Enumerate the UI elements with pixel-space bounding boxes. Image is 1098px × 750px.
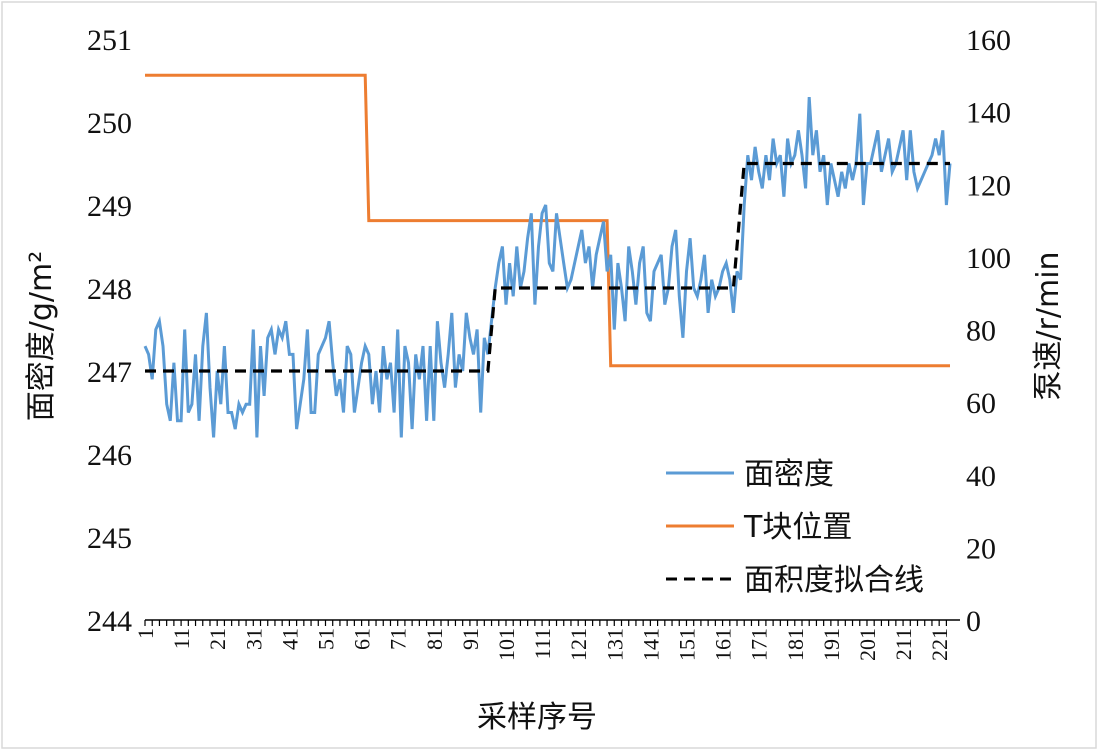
left-tick-label: 251 xyxy=(87,24,132,57)
right-tick-label: 80 xyxy=(966,315,996,348)
legend-label-density: 面密度 xyxy=(744,457,834,492)
left-tick-label: 248 xyxy=(87,273,132,306)
x-axis-title: 采样序号 xyxy=(477,700,597,735)
x-tick-label: 1 xyxy=(133,628,158,639)
x-tick-label: 211 xyxy=(891,628,916,660)
right-tick-label: 40 xyxy=(966,460,996,493)
right-tick-label: 0 xyxy=(966,605,981,638)
left-tick-label: 246 xyxy=(87,439,132,472)
right-tick-label: 160 xyxy=(966,24,1011,57)
left-tick-label: 245 xyxy=(87,522,132,555)
x-tick-label: 151 xyxy=(674,628,699,661)
left-axis-ticks: 244 245 246 247 248 249 250 251 xyxy=(87,24,132,638)
left-tick-label: 250 xyxy=(87,107,132,140)
left-tick-label: 247 xyxy=(87,356,132,389)
x-tick-label: 101 xyxy=(494,628,519,661)
x-tick-label: 121 xyxy=(566,628,591,661)
x-tick-label: 161 xyxy=(711,628,736,661)
x-tick-label: 91 xyxy=(458,628,483,650)
right-tick-label: 60 xyxy=(966,387,996,420)
left-axis-title: 面密度/g/m² xyxy=(24,251,59,422)
left-tick-label: 249 xyxy=(87,190,132,223)
legend-label-t-block: T块位置 xyxy=(743,510,852,545)
x-tick-label: 201 xyxy=(855,628,880,661)
x-tick-label: 41 xyxy=(277,628,302,650)
legend: 面密度 T块位置 面积度拟合线 xyxy=(666,457,924,598)
x-axis-ticks: 1 11 21 31 41 51 61 71 81 91 101 111 121 131 141 151 161… xyxy=(133,620,952,661)
legend-label-fit: 面积度拟合线 xyxy=(744,563,924,598)
x-tick-label: 111 xyxy=(530,628,555,659)
series-line-fit xyxy=(145,161,950,373)
left-tick-label: 244 xyxy=(87,605,132,638)
x-tick-label: 11 xyxy=(169,628,194,649)
right-tick-label: 100 xyxy=(966,242,1011,275)
x-tick-label: 191 xyxy=(819,628,844,661)
x-tick-label: 141 xyxy=(638,628,663,661)
x-tick-label: 221 xyxy=(927,628,952,661)
x-tick-label: 51 xyxy=(313,628,338,650)
x-tick-label: 21 xyxy=(205,628,230,650)
series-line-density xyxy=(143,97,952,438)
x-tick-label: 181 xyxy=(783,628,808,661)
right-axis-title: 泵速/r/min xyxy=(1031,251,1066,400)
right-tick-label: 20 xyxy=(966,532,996,565)
x-tick-label: 131 xyxy=(602,628,627,661)
x-tick-label: 71 xyxy=(386,628,411,650)
x-tick-label: 81 xyxy=(422,628,447,650)
right-tick-label: 120 xyxy=(966,169,1011,202)
x-tick-label: 171 xyxy=(747,628,772,661)
right-axis-ticks: 0 20 40 60 80 100 120 140 160 xyxy=(966,24,1011,638)
x-tick-label: 61 xyxy=(350,628,375,650)
x-tick-label: 31 xyxy=(241,628,266,650)
series-group xyxy=(143,73,952,438)
right-tick-label: 140 xyxy=(966,97,1011,130)
